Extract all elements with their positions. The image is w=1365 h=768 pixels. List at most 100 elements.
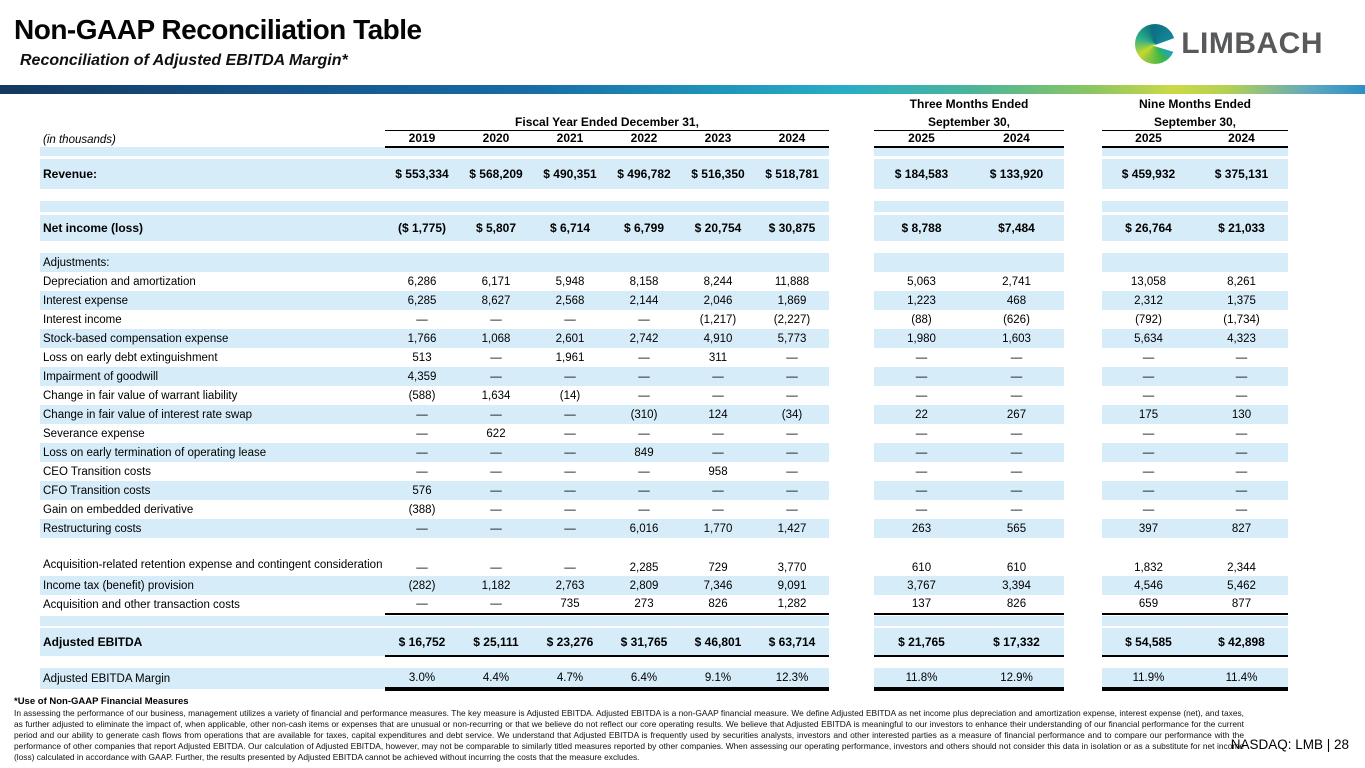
value-cell: — [915,427,928,440]
column-gutter [1064,481,1102,500]
three-months-subheader: September 30, [874,113,1064,131]
column-gutter [829,367,874,386]
table-row: Adjusted EBITDA $ 16,752 $ 25,111 $ 23,276 $… [40,628,1288,657]
column-gutter [1064,348,1102,367]
value-cell: 124 [681,405,755,424]
ticker-page-number: NASDAQ: LMB | 28 [1230,737,1349,752]
column-gutter [829,329,874,348]
value-cell: — [607,367,681,386]
brand-gradient-divider [0,85,1365,94]
table-row: Interest expense 6,285 8,627 2,568 2,144 2,04… [40,291,1288,310]
value-cell: — [874,481,969,500]
row-label: Restructuring costs [40,519,385,538]
value-cell: $ 133,920 [969,159,1064,189]
value-cell: 1,375 [1195,291,1288,310]
units-label: (in thousands) [40,130,385,147]
value-cell: — [490,562,502,574]
row-label: Interest income [43,313,122,326]
value-cell: 826 [681,595,755,615]
value-cell: 1,282 [755,595,829,615]
value-cell: 9,091 [755,576,829,595]
value-cell: $ 26,764 [1102,215,1195,241]
value-cell: — [874,443,969,462]
value-cell: — [969,443,1064,462]
column-gutter [1064,215,1102,241]
value-cell: 4,323 [1195,329,1288,348]
value-cell: $7,484 [969,215,1064,241]
row-label: Adjusted EBITDA Margin [40,668,385,689]
value-cell: 1,869 [755,291,829,310]
value-cell: 729 [708,562,728,574]
value-cell: — [786,351,798,364]
column-gutter [829,272,874,291]
column-gutter [829,253,874,272]
column-gutter [829,348,874,367]
logo-wordmark: LIMBACH [1181,27,1323,60]
value-cell: — [638,465,650,478]
value-cell: 610 [911,562,932,574]
value-cell: 849 [607,443,681,462]
column-gutter [1064,500,1102,519]
value-cell [681,253,755,272]
value-cell: $ 375,131 [1195,159,1288,189]
column-gutter [1064,519,1102,538]
value-cell: $ 568,209 [459,159,533,189]
value-cell: $ 553,334 [385,159,459,189]
value-cell: 5,462 [1195,576,1288,595]
spacer-row [40,614,1288,616]
nine-months-header: Nine Months Ended [1102,96,1288,113]
value-cell: — [786,503,798,516]
footnote-title: *Use of Non-GAAP Financial Measures [14,696,189,707]
value-cell: 6.4% [607,668,681,691]
value-cell: $ 496,782 [607,159,681,189]
page-title: Non-GAAP Reconciliation Table [14,14,422,45]
column-gutter [829,519,874,538]
value-cell: — [385,405,459,424]
spacer-row [40,189,1288,201]
value-cell: (588) [408,389,436,402]
value-cell [385,253,459,272]
value-cell: 8,244 [703,275,733,288]
spacer-row [40,201,1288,212]
value-cell: — [459,595,533,615]
value-cell: — [490,465,502,478]
value-cell: — [416,562,428,574]
value-cell: — [490,503,502,516]
fiscal-year-header: Fiscal Year Ended December 31, [385,113,829,131]
year-column-header-fy-2019: 2019 [385,130,459,148]
value-cell: — [1235,351,1248,364]
value-cell: — [533,519,607,538]
value-cell: — [564,503,576,516]
value-cell: 2,809 [607,576,681,595]
table-row: Severance expense — 622 — — — — — — — — [40,424,1288,443]
table-row: Acquisition and other transaction costs —… [40,595,1288,615]
value-cell: 958 [708,465,728,478]
value-cell: — [490,351,502,364]
value-cell: 2,763 [533,576,607,595]
value-cell: — [1102,443,1195,462]
value-cell: — [786,465,798,478]
table-row: Depreciation and amortization 6,286 6,171 5… [40,272,1288,291]
value-cell: 11.8% [874,668,969,691]
value-cell: $ 459,932 [1102,159,1195,189]
value-cell: — [1142,351,1155,364]
row-label: CFO Transition costs [40,481,385,500]
company-logo: LIMBACH [1135,24,1323,64]
value-cell: (88) [911,313,932,326]
value-cell [969,253,1064,272]
value-cell: 12.9% [969,668,1064,691]
value-cell: — [638,503,650,516]
value-cell: $ 30,875 [755,215,829,241]
row-label: Depreciation and amortization [43,275,196,288]
limbach-logo-icon [1135,24,1178,64]
row-label: Acquisition-related retention expense an… [43,559,383,572]
value-cell: 13,058 [1130,275,1167,288]
value-cell: 576 [385,481,459,500]
value-cell: — [755,443,829,462]
value-cell: $ 42,898 [1195,628,1288,657]
value-cell: $ 184,583 [874,159,969,189]
value-cell [755,253,829,272]
year-column-header-fy-2023: 2023 [681,130,755,148]
value-cell: 4.4% [459,668,533,691]
value-cell: $ 6,799 [607,215,681,241]
